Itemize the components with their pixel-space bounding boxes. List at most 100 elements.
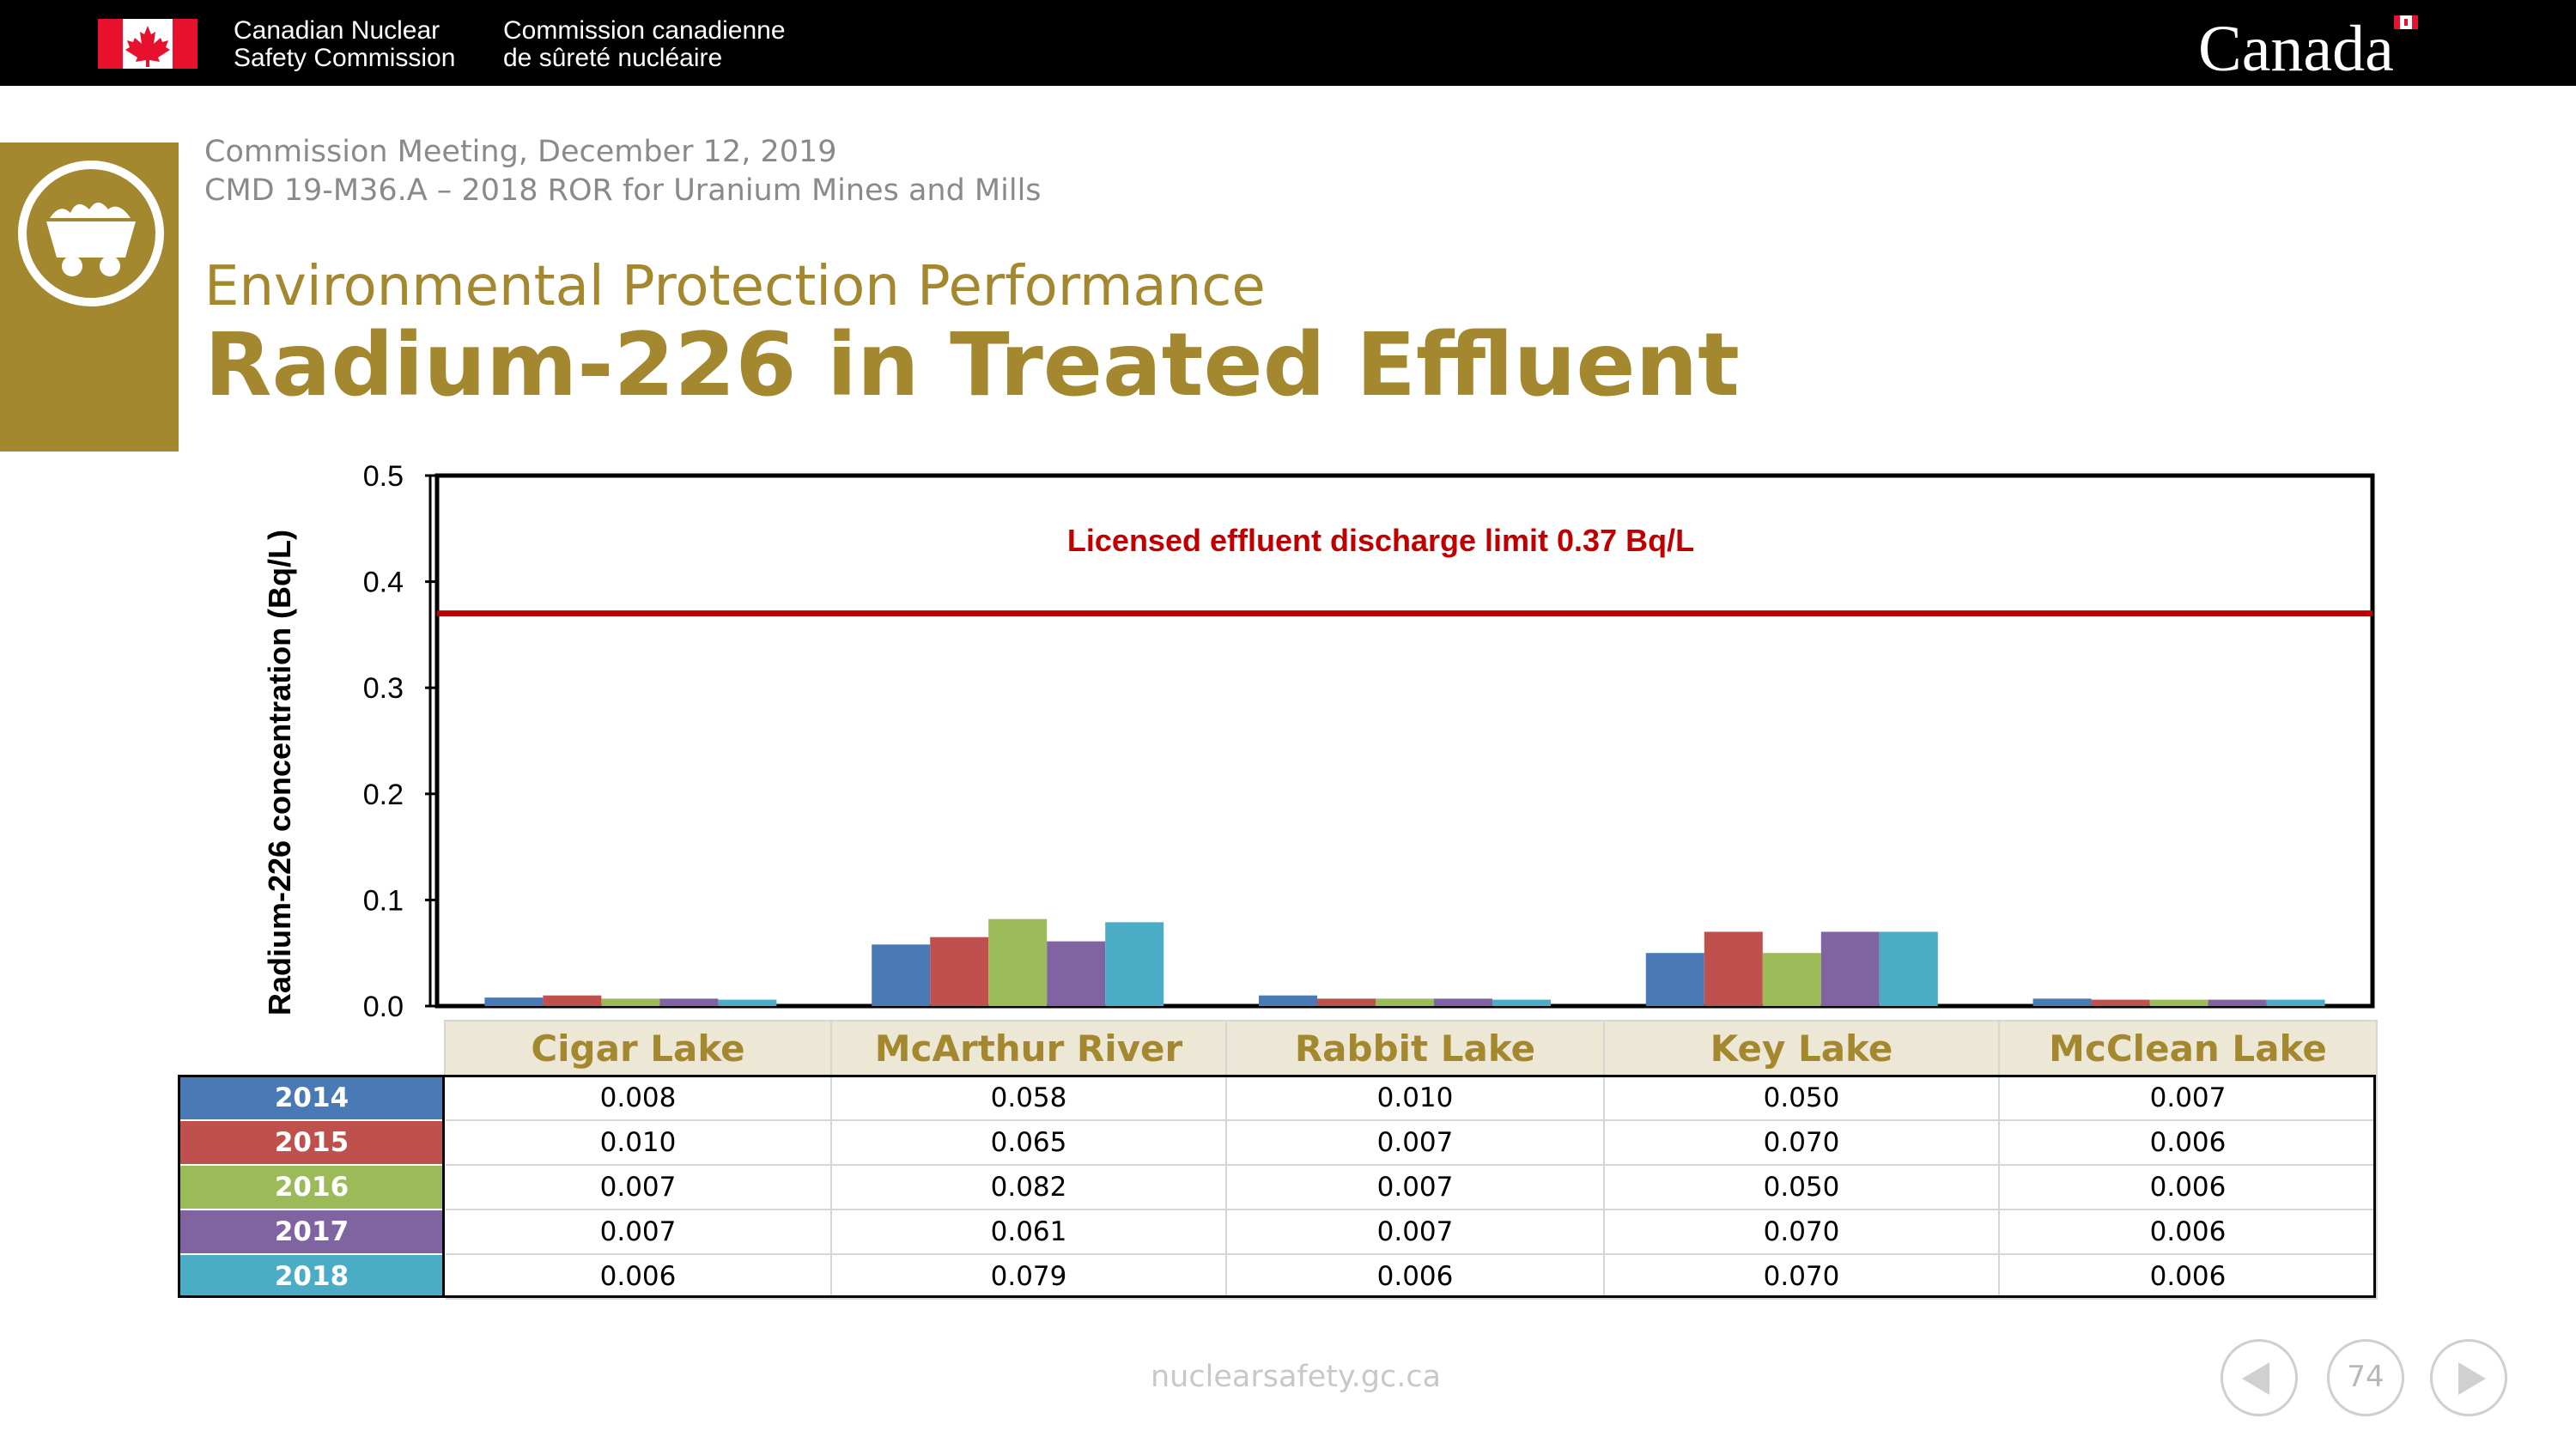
table-cell: 0.010 — [444, 1119, 832, 1166]
table-cell: 0.006 — [1225, 1253, 1605, 1300]
bar-2016 — [1376, 998, 1434, 1006]
bar-2014 — [1645, 953, 1704, 1006]
data-table: Cigar Lake McArthur River Rabbit Lake Ke… — [178, 1020, 2378, 1300]
footer-url[interactable]: nuclearsafety.gc.ca — [1151, 1360, 1442, 1394]
org-fr-line1: Commission canadienne — [503, 16, 786, 45]
meeting-date: Commission Meeting, December 12, 2019 — [204, 135, 837, 169]
table-cell: 0.006 — [444, 1253, 832, 1300]
table-row: 2018 0.006 0.079 0.006 0.070 0.006 — [178, 1253, 2378, 1300]
table-cell: 0.008 — [444, 1075, 832, 1121]
table-cell: 0.058 — [830, 1075, 1227, 1121]
bar-2018 — [1879, 931, 1938, 1006]
cmd-reference: CMD 19-M36.A – 2018 ROR for Uranium Mine… — [204, 173, 1042, 208]
bar-2017 — [1047, 941, 1106, 1006]
table-row: 2014 0.008 0.058 0.010 0.050 0.007 — [178, 1075, 2378, 1121]
table-cell: 0.061 — [830, 1209, 1227, 1255]
bar-2016 — [988, 919, 1048, 1006]
bar-2015 — [543, 995, 602, 1006]
org-en-line1: Canadian Nuclear — [234, 16, 440, 45]
bar-2017 — [1820, 931, 1880, 1006]
column-header: Key Lake — [1603, 1020, 2000, 1076]
bar-2018 — [1105, 922, 1164, 1006]
y-tick-label: 0.1 — [363, 884, 404, 917]
bar-2015 — [2091, 999, 2150, 1006]
org-fr-line2: de sûreté nucléaire — [503, 44, 723, 72]
legend-year-2014: 2014 — [178, 1075, 446, 1121]
arrow-right-icon — [2458, 1362, 2486, 1395]
y-axis-ticks: 0.0 0.1 0.2 0.3 0.4 0.5 — [363, 460, 437, 1023]
table-cell: 0.010 — [1225, 1075, 1605, 1121]
table-cell: 0.079 — [830, 1253, 1227, 1300]
y-tick-label: 0.3 — [363, 672, 404, 705]
slide-subtitle: Environmental Protection Performance — [204, 255, 1266, 318]
top-banner: Canadian Nuclear Safety Commission Commi… — [0, 0, 2576, 86]
table-divider — [442, 1075, 445, 1298]
table-cell: 0.007 — [444, 1164, 832, 1210]
table-cell: 0.007 — [1225, 1209, 1605, 1255]
table-cell: 0.070 — [1603, 1253, 2000, 1300]
bar-2017 — [1434, 998, 1492, 1006]
y-tick-label: 0.0 — [363, 991, 404, 1023]
table-corner — [179, 1021, 445, 1076]
legend-year-2015: 2015 — [178, 1119, 446, 1166]
table-cell: 0.050 — [1603, 1075, 2000, 1121]
bar-2015 — [1704, 931, 1763, 1006]
bar-2014 — [484, 997, 544, 1006]
canada-flag-icon — [98, 19, 197, 69]
legend-year-2016: 2016 — [178, 1164, 446, 1210]
column-header: McArthur River — [830, 1020, 1227, 1076]
table-cell: 0.006 — [1998, 1164, 2378, 1210]
bar-chart: 0.0 0.1 0.2 0.3 0.4 0.5 Licensed effluent dis… — [363, 460, 2375, 1023]
slide-title: Radium-226 in Treated Effluent — [204, 314, 1740, 416]
bar-2015 — [930, 937, 989, 1006]
org-name-english: Canadian Nuclear Safety Commission — [234, 17, 455, 72]
table-cell: 0.007 — [1225, 1164, 1605, 1210]
bar-2017 — [659, 998, 719, 1006]
table-cell: 0.006 — [1998, 1209, 2378, 1255]
bar-2016 — [601, 998, 660, 1006]
section-icon-block — [0, 142, 179, 452]
canada-wordmark: Canada — [2198, 13, 2394, 85]
bar-2014 — [1259, 995, 1317, 1006]
column-header: McClean Lake — [1998, 1020, 2378, 1076]
legend-year-2017: 2017 — [178, 1209, 446, 1255]
column-header: Cigar Lake — [444, 1020, 832, 1076]
table-cell: 0.070 — [1603, 1119, 2000, 1166]
wordmark-flag-icon — [2394, 15, 2418, 29]
arrow-left-icon — [2242, 1362, 2269, 1395]
legend-year-2018: 2018 — [178, 1253, 446, 1300]
table-row: 2016 0.007 0.082 0.007 0.050 0.006 — [178, 1164, 2378, 1210]
table-cell: 0.007 — [1225, 1119, 1605, 1166]
column-header: Rabbit Lake — [1225, 1020, 1605, 1076]
org-en-line2: Safety Commission — [234, 44, 456, 72]
bar-2018 — [718, 999, 777, 1006]
table-cell: 0.007 — [444, 1209, 832, 1255]
table-header-row: Cigar Lake McArthur River Rabbit Lake Ke… — [179, 1020, 2378, 1076]
page-number: 74 — [2327, 1339, 2404, 1416]
table-cell: 0.065 — [830, 1119, 1227, 1166]
table-row: 2015 0.010 0.065 0.007 0.070 0.006 — [178, 1119, 2378, 1166]
bar-2016 — [1762, 953, 1821, 1006]
bar-2014 — [2032, 998, 2092, 1006]
table-row: 2017 0.007 0.061 0.007 0.070 0.006 — [178, 1209, 2378, 1255]
table-cell: 0.006 — [1998, 1119, 2378, 1166]
bar-2015 — [1317, 998, 1376, 1006]
bar-2018 — [2266, 999, 2325, 1006]
bar-2018 — [1492, 999, 1551, 1006]
table-cell: 0.082 — [830, 1164, 1227, 1210]
bar-series — [484, 919, 2325, 1006]
discharge-limit-label: Licensed effluent discharge limit 0.37 B… — [1067, 523, 1694, 558]
table-cell: 0.006 — [1998, 1253, 2378, 1300]
y-tick-label: 0.2 — [363, 779, 404, 811]
table-cell: 0.007 — [1998, 1075, 2378, 1121]
table-cell: 0.070 — [1603, 1209, 2000, 1255]
y-tick-label: 0.4 — [363, 567, 404, 599]
bar-2016 — [2149, 999, 2208, 1006]
bar-2017 — [2208, 999, 2267, 1006]
next-slide-button[interactable] — [2430, 1339, 2507, 1416]
y-tick-label: 0.5 — [363, 460, 404, 493]
previous-slide-button[interactable] — [2221, 1339, 2298, 1416]
org-name-french: Commission canadienne de sûreté nucléair… — [503, 17, 786, 72]
mine-cart-icon — [18, 161, 164, 306]
table-cell: 0.050 — [1603, 1164, 2000, 1210]
